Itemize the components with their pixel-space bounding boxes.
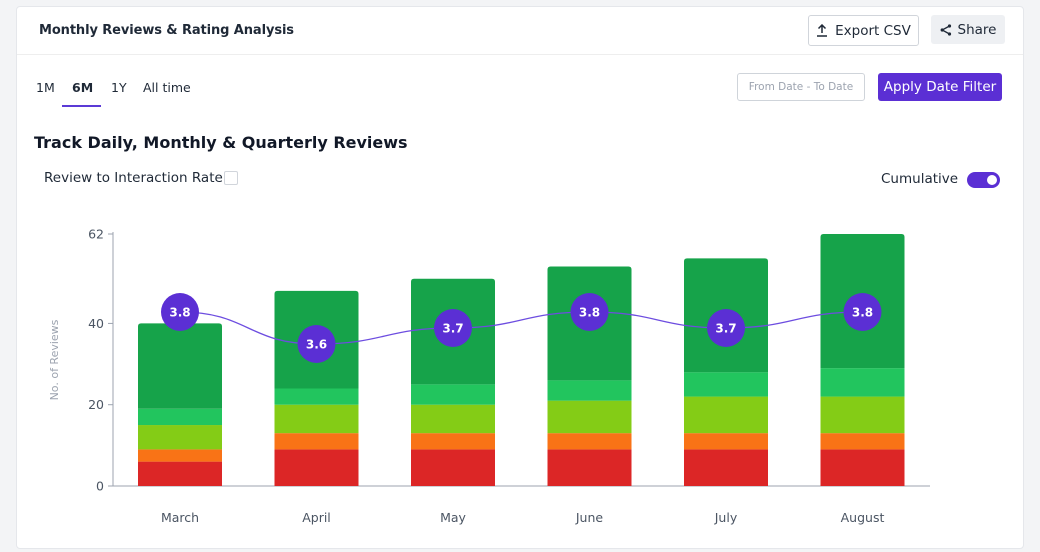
bar-segment[interactable] <box>411 433 495 450</box>
bar-segment[interactable] <box>547 400 632 434</box>
bar-segment[interactable] <box>684 372 768 397</box>
y-tick-label: 20 <box>88 397 104 412</box>
export-csv-button[interactable]: Export CSV <box>808 15 919 46</box>
bar-segment[interactable] <box>684 396 768 434</box>
y-axis: 0 20 40 62 <box>88 227 930 494</box>
bar-segment[interactable] <box>274 404 359 434</box>
rating-marker[interactable] <box>297 325 336 363</box>
bar-segment[interactable] <box>274 449 359 486</box>
bar-segment[interactable] <box>684 433 768 450</box>
toggle-knob <box>987 175 997 185</box>
date-range-input[interactable]: From Date - To Date <box>737 73 865 101</box>
tab-6m[interactable]: 6M <box>72 80 94 95</box>
bar-segment[interactable] <box>820 433 905 450</box>
rating-marker[interactable] <box>161 293 199 331</box>
active-tab-indicator <box>62 105 101 107</box>
x-tick-label: May <box>440 510 466 525</box>
chart-section-title: Track Daily, Monthly & Quarterly Reviews <box>34 133 408 152</box>
time-range-tabs: 1M 6M 1Y All time <box>17 79 277 109</box>
x-tick-label: August <box>841 510 885 525</box>
bar-segment[interactable] <box>138 323 222 409</box>
card-header: Monthly Reviews & Rating Analysis Export… <box>17 7 1023 55</box>
rating-marker[interactable] <box>570 293 609 331</box>
y-tick-label: 62 <box>88 227 104 242</box>
card-title: Monthly Reviews & Rating Analysis <box>39 23 294 38</box>
review-interaction-rate-label: Review to Interaction Rate <box>44 170 223 186</box>
upload-icon <box>817 24 828 37</box>
share-label: Share <box>957 21 997 38</box>
bar-segment[interactable] <box>684 449 768 486</box>
bar-segment[interactable] <box>820 368 905 397</box>
y-tick-label: 0 <box>96 479 104 494</box>
bars-group <box>138 234 905 486</box>
tab-all-time[interactable]: All time <box>143 80 191 95</box>
bar-segment[interactable] <box>138 461 222 486</box>
share-button[interactable]: Share <box>931 15 1005 44</box>
rating-label: 3.8 <box>169 306 190 320</box>
bar-segment[interactable] <box>547 449 632 486</box>
x-tick-label: July <box>714 510 738 525</box>
bar-segment[interactable] <box>820 396 905 434</box>
bar-segment[interactable] <box>138 408 222 426</box>
bar-segment[interactable] <box>274 433 359 450</box>
bar-segment[interactable] <box>411 404 495 434</box>
rating-line <box>179 311 863 345</box>
x-tick-label: April <box>302 510 331 525</box>
rating-label: 3.8 <box>579 306 600 320</box>
bar-segment[interactable] <box>547 380 632 401</box>
rating-line-group: 3.8 3.6 3.7 3.8 3.7 3.8 <box>161 293 882 363</box>
tab-1m[interactable]: 1M <box>36 80 55 95</box>
apply-date-filter-button[interactable]: Apply Date Filter <box>878 73 1002 101</box>
bar-segment[interactable] <box>138 449 222 462</box>
y-axis-label: No. of Reviews <box>48 319 61 400</box>
x-tick-label: June <box>575 510 604 525</box>
cumulative-toggle[interactable] <box>967 172 1000 188</box>
export-csv-label: Export CSV <box>835 22 911 39</box>
x-tick-label: March <box>161 510 199 525</box>
bar-segment[interactable] <box>411 384 495 405</box>
rating-label: 3.7 <box>715 322 736 336</box>
rating-label: 3.8 <box>852 306 873 320</box>
bar-segment[interactable] <box>411 449 495 486</box>
cumulative-label: Cumulative <box>881 171 959 187</box>
rating-label: 3.6 <box>306 338 327 352</box>
share-icon <box>940 23 951 36</box>
rating-marker[interactable] <box>434 309 472 347</box>
bar-segment[interactable] <box>138 425 222 450</box>
review-interaction-rate-checkbox[interactable] <box>224 171 238 185</box>
x-axis-labels: March April May June July August <box>161 510 885 525</box>
rating-marker[interactable] <box>707 309 745 347</box>
tab-1y[interactable]: 1Y <box>111 80 127 95</box>
bar-segment[interactable] <box>820 449 905 486</box>
rating-label: 3.7 <box>442 322 463 336</box>
bar-segment[interactable] <box>274 388 359 405</box>
y-tick-label: 40 <box>88 316 104 331</box>
rating-marker[interactable] <box>843 293 882 331</box>
bar-segment[interactable] <box>547 433 632 450</box>
